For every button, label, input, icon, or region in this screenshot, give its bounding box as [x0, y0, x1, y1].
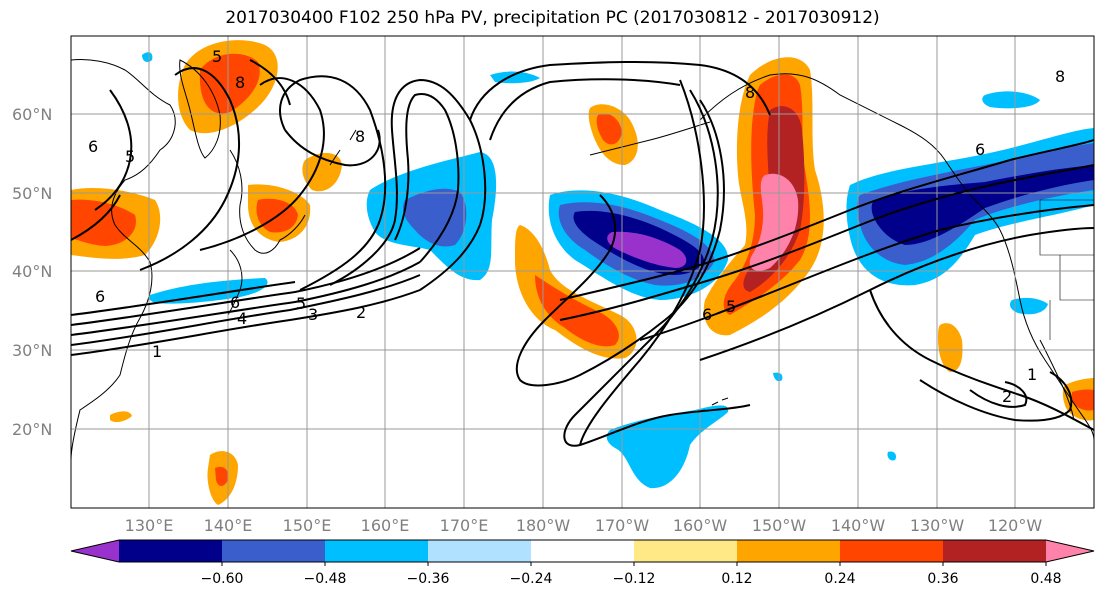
colorbar-cell: [943, 540, 1047, 562]
contour-label-1: 1: [152, 342, 162, 361]
colorbar-cell: [119, 540, 223, 562]
contour-label-3: 3: [308, 305, 318, 324]
colorbar-outline: [70, 539, 1095, 563]
lon-label-160w: 160°W: [673, 516, 728, 535]
contour-label-8-alaska: 8: [745, 83, 755, 102]
lon-label-140w: 140°W: [831, 516, 886, 535]
colorbar-cell: [737, 540, 841, 562]
colorbar-tick-label: 0.12: [721, 571, 752, 587]
contour-label-4: 4: [237, 309, 247, 328]
contour-label-8-kuril: 8: [355, 127, 365, 146]
contour-label-5: 5: [296, 294, 306, 313]
lat-label-60n: 60°N: [12, 105, 52, 124]
pv-contours: [71, 59, 1094, 447]
contour-label-6: 6: [95, 287, 105, 306]
colorbar-extend-max: [1046, 540, 1094, 562]
contour-label-2: 2: [356, 303, 366, 322]
colorbar-tick-label: −0.24: [510, 571, 553, 587]
neg-anomaly-hawaii: [606, 405, 729, 489]
lat-label-20n: 20°N: [12, 420, 52, 439]
contour-label-5-west: 5: [125, 147, 135, 166]
colorbar-cell: [325, 540, 429, 562]
contour-label-8: 8: [235, 73, 245, 92]
map-frame: [70, 35, 1095, 509]
lon-label-120w: 120°W: [988, 516, 1043, 535]
gridlines: [71, 36, 1094, 508]
lon-label-140e: 140°E: [204, 516, 253, 535]
colorbar-extend-min: [71, 540, 119, 562]
contour-label-2-east: 2: [1002, 387, 1012, 406]
contour-labels: 1 1 2 2 3 4 5 5 5 5 6 6 6 6 6 8 8 8 8: [88, 47, 1065, 406]
colorbar-cell: [634, 540, 738, 562]
contour-label-5-goa: 5: [726, 297, 736, 316]
colorbar-tick-label: −0.48: [304, 571, 347, 587]
colorbar-cell: [428, 540, 532, 562]
contour-label-6-central: 6: [702, 305, 712, 324]
lon-label-170e: 170°E: [440, 516, 489, 535]
lon-label-170w: 170°W: [595, 516, 650, 535]
colorbar-cell: [840, 540, 944, 562]
state-borders: [1039, 199, 1094, 340]
neg-anomaly-alaska: [982, 91, 1040, 109]
colorbar-cell: [531, 540, 635, 562]
lon-label-150w: 150°W: [752, 516, 807, 535]
lon-label-180w: 180°W: [516, 516, 571, 535]
pos-anomaly-130w: [938, 323, 963, 372]
colorbar-tick-label: −0.36: [407, 571, 450, 587]
contour-label-5-north: 5: [212, 47, 222, 66]
lon-label-160e: 160°E: [361, 516, 410, 535]
neg-anomaly-japan-south: [148, 278, 268, 304]
map-title: 2017030400 F102 250 hPa PV, precipitatio…: [225, 8, 880, 28]
contour-label-6-east: 6: [975, 140, 985, 159]
lat-label-40n: 40°N: [12, 262, 52, 281]
colorbar-cell: [222, 540, 326, 562]
lat-label-50n: 50°N: [12, 184, 52, 203]
lat-label-30n: 30°N: [12, 341, 52, 360]
colorbar: −0.60 −0.48 −0.36 −0.24 −0.12 0.12 0.24 0.36 0.4…: [70, 539, 1095, 587]
lon-label-130e: 130°E: [125, 516, 174, 535]
contour-label-6-japan: 6: [230, 293, 240, 312]
colorbar-tick-label: 0.36: [927, 571, 958, 587]
longitude-labels: 130°E 140°E 150°E 160°E 170°E 180°W 170°…: [125, 516, 1043, 535]
precip-shading: [71, 40, 1094, 505]
latitude-labels: 60°N 50°N 40°N 30°N 20°N: [12, 105, 52, 439]
contour-label-8-ne: 8: [1055, 67, 1065, 86]
lon-label-130w: 130°W: [910, 516, 965, 535]
contour-label-6-nw: 6: [88, 137, 98, 156]
colorbar-tick-label: 0.24: [824, 571, 855, 587]
contour-label-1-east: 1: [1027, 365, 1037, 384]
colorbar-tick-label: −0.12: [613, 571, 656, 587]
colorbar-tick-label: −0.60: [201, 571, 244, 587]
lon-label-150e: 150°E: [283, 516, 332, 535]
colorbar-tick-label: 0.48: [1030, 571, 1061, 587]
neg-anomaly-uswest: [1010, 297, 1048, 315]
